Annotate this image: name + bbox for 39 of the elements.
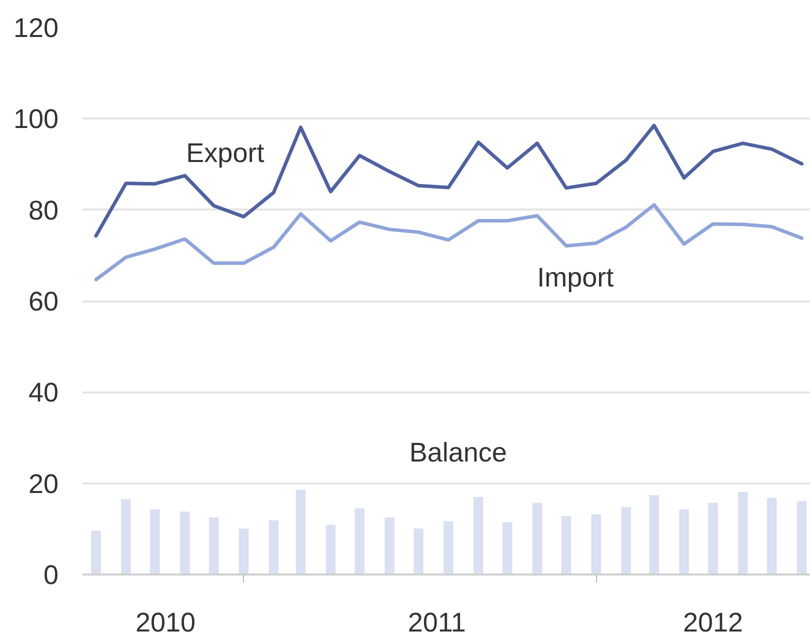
bar (180, 512, 190, 574)
bar (473, 497, 484, 574)
bar (121, 499, 131, 574)
bar (208, 518, 219, 574)
bar (796, 501, 807, 574)
x-tick-label: 2010 (136, 608, 196, 638)
bar (561, 516, 572, 574)
series-label: Balance (409, 438, 507, 468)
bar (767, 498, 777, 574)
y-tick-label: 80 (28, 195, 59, 226)
bar (708, 502, 718, 574)
y-tick-label: 60 (28, 286, 59, 316)
y-tick-label: 100 (13, 104, 59, 134)
bar (532, 502, 542, 574)
bar (91, 530, 101, 574)
x-tick-label: 2012 (682, 608, 744, 638)
line-series (94, 124, 804, 238)
bar (502, 522, 512, 574)
y-tick-label: 0 (43, 560, 59, 590)
bar (414, 528, 424, 574)
bar (621, 507, 631, 574)
bar (738, 492, 748, 574)
bar (296, 490, 306, 574)
y-tick-label: 120 (13, 13, 59, 43)
bar (150, 509, 160, 574)
bar (591, 514, 602, 574)
x-tick-label: 2011 (408, 608, 466, 638)
y-tick-label: 40 (28, 378, 59, 408)
bar (326, 524, 336, 574)
bar (238, 528, 249, 574)
bar (649, 495, 659, 574)
series-label: Export (186, 138, 265, 168)
bar (354, 508, 364, 574)
bar (268, 520, 279, 574)
bar (384, 518, 394, 574)
bar (444, 521, 454, 574)
bar (679, 509, 689, 574)
series-label: Import (537, 262, 614, 292)
y-tick-label: 20 (28, 468, 59, 499)
